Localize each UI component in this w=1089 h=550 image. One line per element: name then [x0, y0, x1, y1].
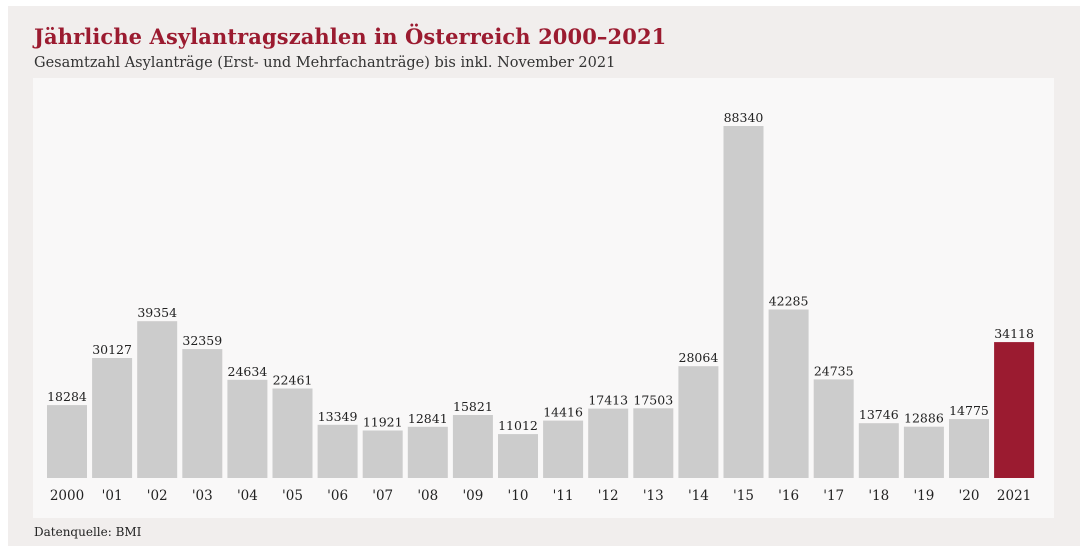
bar-15	[723, 126, 764, 478]
category-label-20: '20	[959, 488, 980, 504]
category-label-3: '03	[192, 488, 213, 504]
bar-8	[407, 426, 448, 478]
value-label-3: 32359	[182, 333, 222, 348]
bar-9	[452, 415, 493, 478]
bar-0	[47, 405, 87, 478]
bar-4	[227, 379, 268, 478]
category-label-0: 2000	[50, 488, 84, 504]
bar-6	[317, 424, 358, 478]
value-label-19: 12886	[904, 411, 944, 426]
bar-7	[362, 430, 403, 478]
value-label-20: 14775	[949, 403, 989, 418]
value-label-9: 15821	[453, 399, 493, 414]
data-source: Datenquelle: BMI	[34, 525, 142, 539]
bar-19	[903, 426, 944, 478]
bar-chart: 18284 2000 30127 '01 39354 '02 32359 '03 24634 '0…	[47, 110, 1035, 504]
bar-2	[137, 321, 178, 478]
chart-card: Jährliche Asylantragszahlen in Österreic…	[8, 6, 1080, 546]
value-label-0: 18284	[47, 389, 87, 404]
category-label-11: '11	[553, 488, 574, 504]
bar-13	[633, 408, 674, 478]
value-label-13: 17503	[633, 392, 673, 407]
category-label-4: '04	[237, 488, 258, 504]
category-label-10: '10	[508, 488, 529, 504]
value-label-18: 13746	[859, 407, 899, 422]
category-label-8: '08	[417, 488, 438, 504]
bar-1	[92, 358, 133, 478]
chart-subtitle: Gesamtzahl Asylanträge (Erst- und Mehrfa…	[34, 55, 616, 71]
category-label-16: '16	[778, 488, 799, 504]
value-label-8: 12841	[408, 411, 448, 426]
value-label-1: 30127	[92, 342, 132, 357]
value-label-7: 11921	[363, 415, 403, 430]
value-label-14: 28064	[679, 350, 719, 365]
category-label-9: '09	[462, 488, 483, 504]
value-label-15: 88340	[724, 110, 764, 125]
bar-10	[498, 434, 538, 478]
category-label-14: '14	[688, 488, 709, 504]
category-label-17: '17	[823, 488, 844, 504]
category-label-15: '15	[733, 488, 754, 504]
category-label-12: '12	[598, 488, 619, 504]
value-label-12: 17413	[588, 393, 628, 408]
category-label-19: '19	[913, 488, 934, 504]
category-label-21: 2021	[997, 488, 1031, 504]
value-label-6: 13349	[318, 409, 358, 424]
category-label-5: '05	[282, 488, 303, 504]
value-label-21: 34118	[994, 326, 1034, 341]
category-label-1: '01	[102, 488, 123, 504]
value-label-16: 42285	[769, 294, 809, 309]
bar-20	[949, 419, 989, 478]
plot-area: 18284 2000 30127 '01 39354 '02 32359 '03 24634 '0…	[33, 78, 1054, 518]
value-label-11: 14416	[543, 405, 583, 420]
bar-3	[182, 349, 223, 478]
value-label-4: 24634	[228, 364, 268, 379]
bar-5	[272, 388, 313, 478]
category-label-7: '07	[372, 488, 393, 504]
value-label-5: 22461	[273, 373, 313, 388]
value-label-10: 11012	[498, 418, 538, 433]
chart-title: Jährliche Asylantragszahlen in Österreic…	[34, 24, 667, 49]
bar-16	[768, 309, 809, 478]
bar-18	[858, 423, 899, 478]
bar-14	[678, 366, 719, 478]
category-label-13: '13	[643, 488, 664, 504]
category-label-2: '02	[147, 488, 168, 504]
bar-17	[813, 379, 854, 478]
bar-12	[588, 408, 629, 478]
value-label-17: 24735	[814, 363, 854, 378]
bar-11	[543, 420, 584, 478]
category-label-6: '06	[327, 488, 348, 504]
bar-21	[994, 342, 1035, 478]
category-label-18: '18	[868, 488, 889, 504]
value-label-2: 39354	[137, 305, 177, 320]
